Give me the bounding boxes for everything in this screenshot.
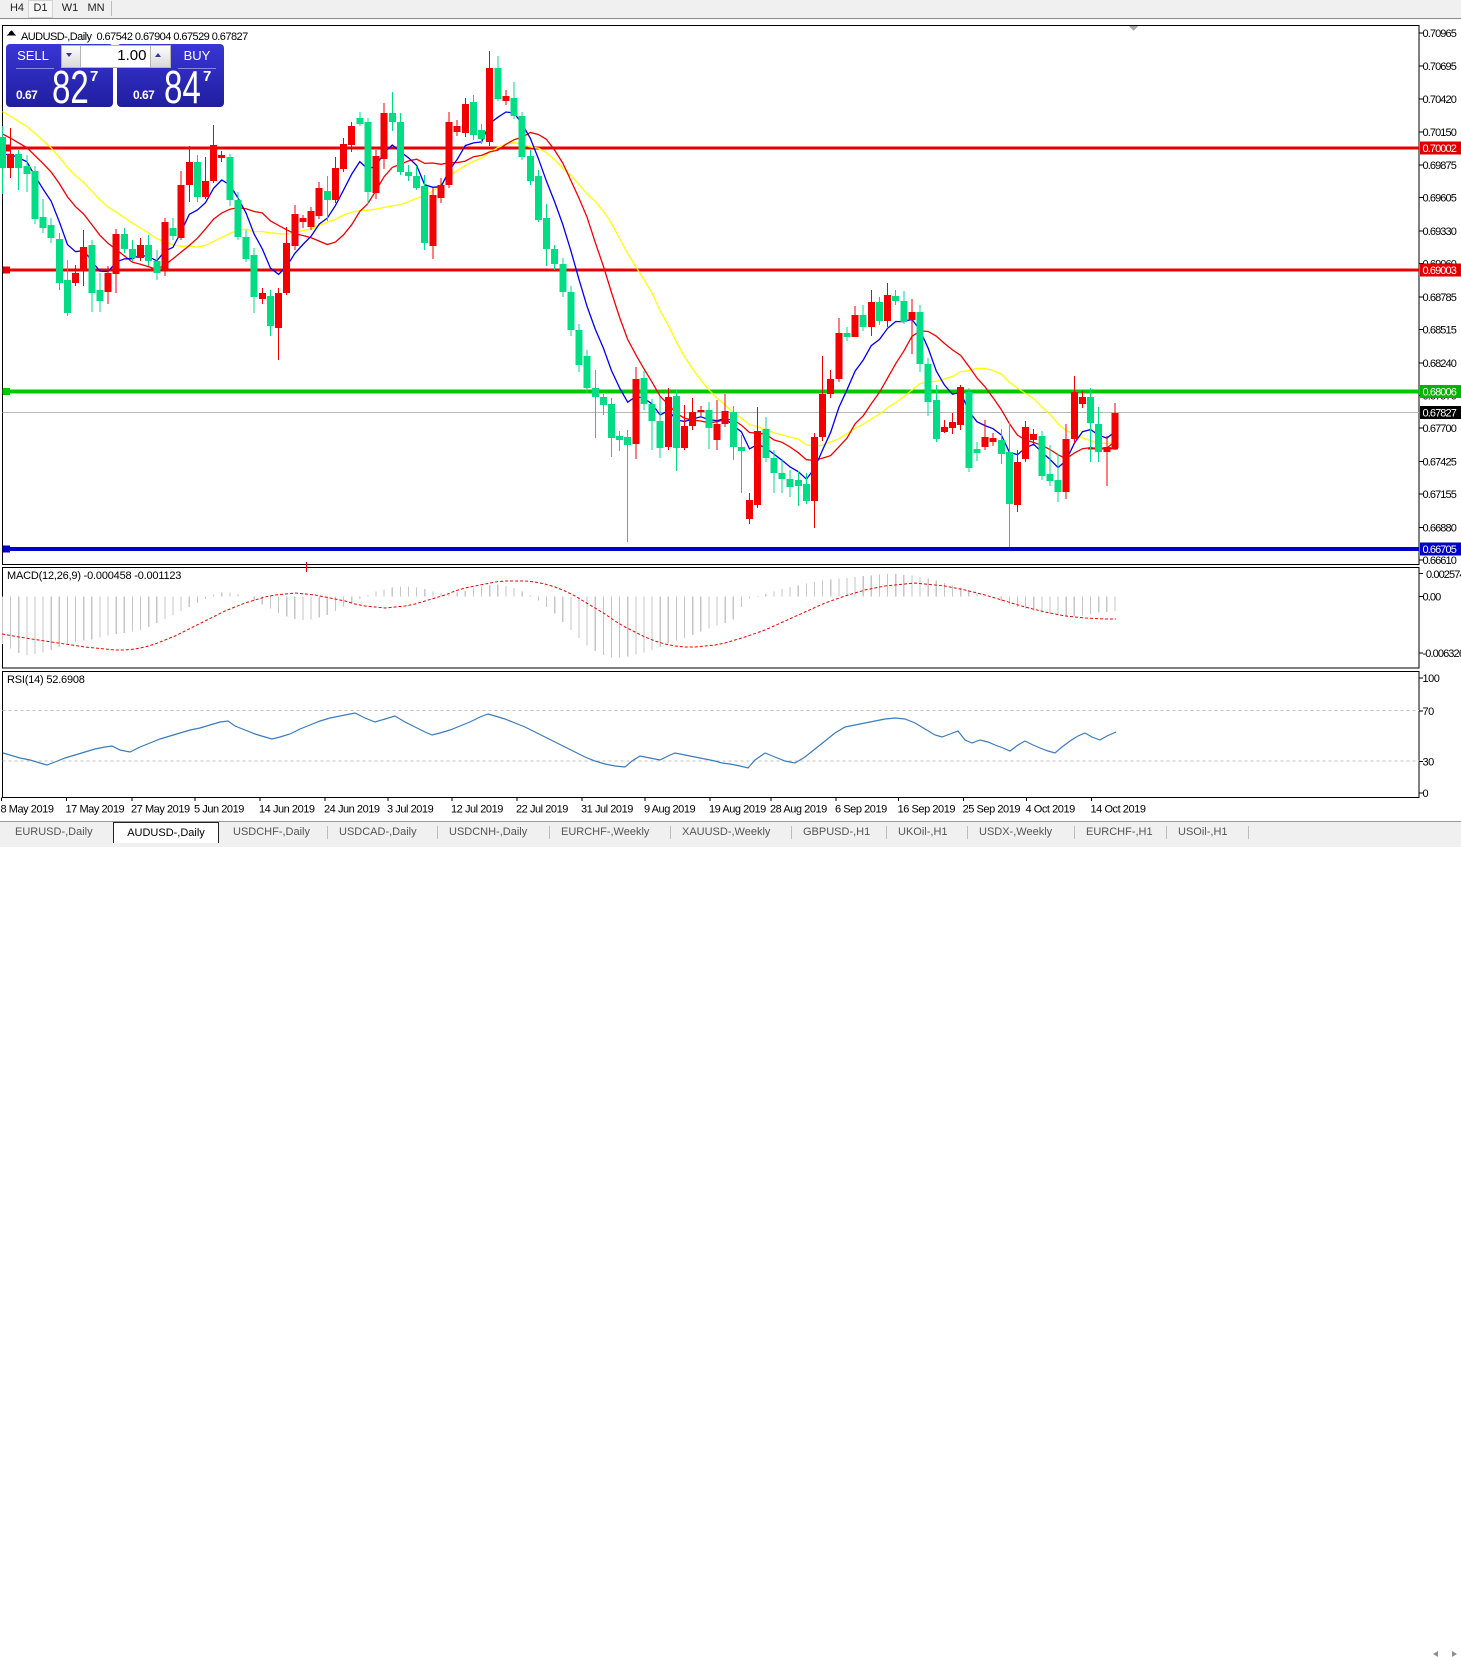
svg-text:0.68785: 0.68785 xyxy=(1423,292,1457,304)
svg-text:0.67700: 0.67700 xyxy=(1423,423,1457,435)
svg-text:0.67425: 0.67425 xyxy=(1423,457,1457,469)
svg-text:0.69003: 0.69003 xyxy=(1423,265,1457,277)
svg-text:30: 30 xyxy=(1423,756,1435,768)
svg-text:12 Jul 2019: 12 Jul 2019 xyxy=(451,804,503,816)
svg-text:22 Jul 2019: 22 Jul 2019 xyxy=(516,804,568,816)
svg-text:0.67827: 0.67827 xyxy=(1423,407,1457,419)
svg-text:4 Oct 2019: 4 Oct 2019 xyxy=(1026,804,1076,816)
svg-text:MACD(12,26,9) -0.000458 -0.001: MACD(12,26,9) -0.000458 -0.001123 xyxy=(7,570,181,582)
svg-text:16 Sep 2019: 16 Sep 2019 xyxy=(898,804,956,816)
svg-text:0.70965: 0.70965 xyxy=(1423,28,1457,40)
svg-text:17 May 2019: 17 May 2019 xyxy=(66,804,125,816)
svg-text:70: 70 xyxy=(1423,706,1435,718)
svg-text:5 Jun 2019: 5 Jun 2019 xyxy=(194,804,244,816)
svg-text:3 Jul 2019: 3 Jul 2019 xyxy=(387,804,434,816)
svg-text:0.67155: 0.67155 xyxy=(1423,489,1457,501)
svg-text:0.70150: 0.70150 xyxy=(1423,127,1457,139)
svg-text:0: 0 xyxy=(1423,788,1429,800)
svg-text:27 May 2019: 27 May 2019 xyxy=(131,804,190,816)
svg-text:0.68240: 0.68240 xyxy=(1423,358,1457,370)
svg-text:6 Sep 2019: 6 Sep 2019 xyxy=(835,804,887,816)
svg-text:9 Aug 2019: 9 Aug 2019 xyxy=(644,804,695,816)
svg-text:0.69330: 0.69330 xyxy=(1423,226,1457,238)
svg-text:14 Oct 2019: 14 Oct 2019 xyxy=(1091,804,1146,816)
svg-text:0.69605: 0.69605 xyxy=(1423,193,1457,205)
svg-text:100: 100 xyxy=(1423,673,1440,685)
svg-text:14 Jun 2019: 14 Jun 2019 xyxy=(259,804,315,816)
svg-text:-0.006326: -0.006326 xyxy=(1423,648,1461,660)
svg-text:0.70002: 0.70002 xyxy=(1423,143,1457,155)
svg-text:0.66705: 0.66705 xyxy=(1423,544,1457,556)
svg-text:19 Aug 2019: 19 Aug 2019 xyxy=(709,804,766,816)
svg-text:25 Sep 2019: 25 Sep 2019 xyxy=(963,804,1021,816)
svg-text:8 May 2019: 8 May 2019 xyxy=(1,804,54,816)
svg-text:0.70420: 0.70420 xyxy=(1423,94,1457,106)
svg-text:0.69875: 0.69875 xyxy=(1423,160,1457,172)
svg-text:0.002574: 0.002574 xyxy=(1426,569,1461,581)
svg-text:0.66880: 0.66880 xyxy=(1423,522,1457,534)
svg-text:AUDUSD-,Daily 0.67542 0.67904: AUDUSD-,Daily 0.67542 0.67904 0.67529 0.… xyxy=(21,31,248,43)
svg-text:0.68006: 0.68006 xyxy=(1423,387,1457,399)
svg-text:31 Jul 2019: 31 Jul 2019 xyxy=(581,804,633,816)
svg-text:24 Jun 2019: 24 Jun 2019 xyxy=(324,804,380,816)
svg-text:0.70695: 0.70695 xyxy=(1423,61,1457,73)
svg-text:RSI(14) 52.6908: RSI(14) 52.6908 xyxy=(7,674,85,686)
svg-text:0.68515: 0.68515 xyxy=(1423,325,1457,337)
svg-text:28 Aug 2019: 28 Aug 2019 xyxy=(770,804,827,816)
svg-text:0.00: 0.00 xyxy=(1423,592,1442,604)
svg-text:0.66610: 0.66610 xyxy=(1423,555,1457,567)
